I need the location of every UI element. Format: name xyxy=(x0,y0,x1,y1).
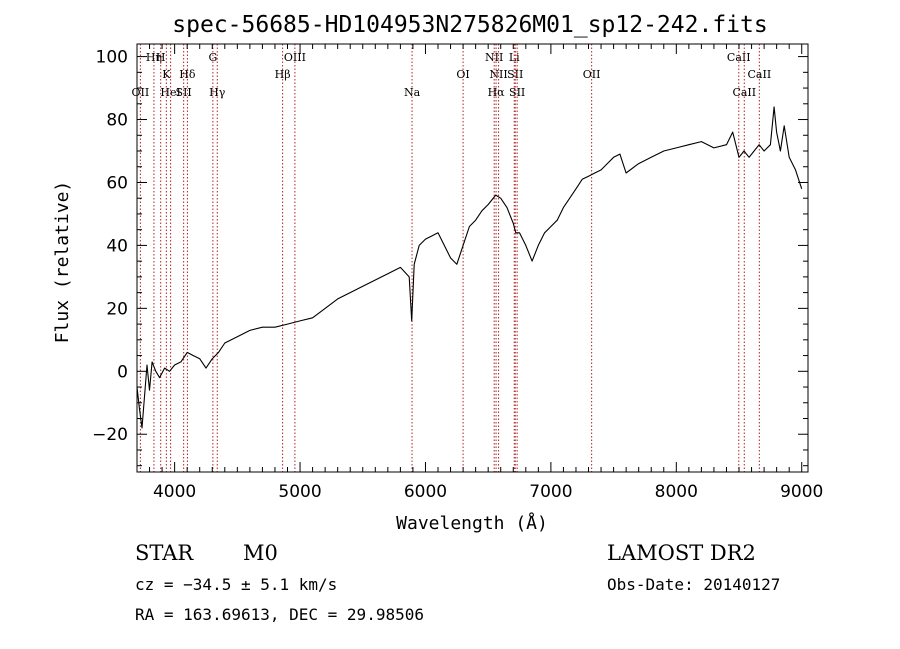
line-label-14: NII xyxy=(489,68,507,81)
line-label-4: HeI xyxy=(160,86,180,99)
line-label-0: OII xyxy=(132,86,150,99)
line-label-7: G xyxy=(208,51,217,64)
x-tick-label-8000: 8000 xyxy=(655,482,698,502)
line-label-21: CaII xyxy=(732,86,756,99)
line-label-2: H xyxy=(156,51,166,64)
line-label-15: Hα xyxy=(488,86,506,99)
y-tick-label--20: −20 xyxy=(92,425,128,445)
line-label-10: OIII xyxy=(284,51,306,64)
x-tick-label-7000: 7000 xyxy=(529,482,572,502)
line-label-6: Hδ xyxy=(179,68,196,81)
x-axis-label: Wavelength (Å) xyxy=(396,512,548,534)
line-label-19: OII xyxy=(583,68,601,81)
x-tick-label-5000: 5000 xyxy=(278,482,321,502)
line-label-3: K xyxy=(162,68,171,81)
y-tick-label-20: 20 xyxy=(106,299,128,319)
object-subclass: M0 xyxy=(243,541,278,565)
y-tick-label-40: 40 xyxy=(106,236,128,256)
line-label-13: NII xyxy=(485,51,503,64)
y-tick-label-80: 80 xyxy=(106,111,128,131)
coordinates-readout: RA = 163.69613, DEC = 29.98506 xyxy=(135,605,424,624)
y-tick-label-60: 60 xyxy=(106,173,128,193)
line-label-12: OI xyxy=(456,68,469,81)
chart-title: spec-56685-HD104953N275826M01_sp12-242.f… xyxy=(172,12,767,38)
x-tick-label-6000: 6000 xyxy=(404,482,447,502)
y-axis-ticks: −20 0 20 40 60 80 100 xyxy=(92,48,808,467)
y-tick-label-0: 0 xyxy=(117,362,128,382)
redshift-readout: cz = −34.5 ± 5.1 km/s xyxy=(135,575,337,594)
line-label-9: Hβ xyxy=(275,68,291,81)
line-label-22: CaII xyxy=(748,68,772,81)
line-label-11: Na xyxy=(404,86,421,99)
spectrum-series xyxy=(136,106,803,429)
line-label-17: SII xyxy=(507,68,523,81)
plot-frame xyxy=(136,43,809,473)
object-class: STAR xyxy=(135,541,194,565)
y-axis-label: Flux (relative) xyxy=(52,181,73,344)
spectral-line-markers: OIIHηHKHeISIIHδGHγHβOIIINaOINIINIIHαLiSI… xyxy=(132,44,772,472)
line-label-16: Li xyxy=(509,51,520,64)
line-label-1: Hη xyxy=(146,51,162,64)
spectrum-line-0 xyxy=(136,106,803,429)
y-tick-label-100: 100 xyxy=(96,48,128,68)
line-label-20: CaII xyxy=(727,51,751,64)
x-axis-ticks: 4000 5000 6000 7000 8000 9000 xyxy=(136,44,823,502)
line-label-5: SII xyxy=(176,86,192,99)
line-label-18: SII xyxy=(509,86,525,99)
survey-name: LAMOST DR2 xyxy=(607,541,756,565)
x-tick-label-4000: 4000 xyxy=(153,482,196,502)
line-label-8: Hγ xyxy=(209,86,226,99)
x-tick-label-9000: 9000 xyxy=(780,482,823,502)
observation-date: Obs-Date: 20140127 xyxy=(607,575,780,594)
